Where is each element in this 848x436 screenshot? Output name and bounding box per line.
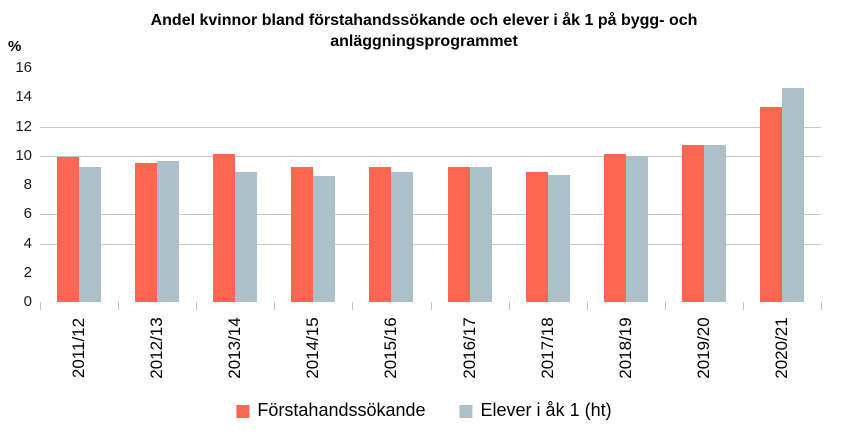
chart-title: Andel kvinnor bland förstahandssökande o… bbox=[150, 12, 698, 50]
legend-label: Förstahandssökande bbox=[257, 400, 426, 420]
x-axis-label: 2012/13 bbox=[147, 317, 167, 379]
x-axis-tick bbox=[742, 302, 744, 310]
gridline bbox=[40, 126, 821, 128]
x-axis-label: 2019/20 bbox=[693, 317, 713, 379]
bar-forstahandssokande bbox=[213, 154, 236, 302]
legend: Förstahandssökande Elever i åk 1 (ht) bbox=[236, 399, 612, 421]
legend-label: Elever i åk 1 (ht) bbox=[480, 400, 612, 420]
bar-elever-ak1 bbox=[157, 161, 180, 302]
x-axis-label: 2017/18 bbox=[537, 317, 557, 379]
y-axis-tick-label: 8 bbox=[23, 176, 32, 194]
bar-elever-ak1 bbox=[313, 176, 336, 302]
x-axis-label: 2015/16 bbox=[381, 317, 401, 379]
bar-forstahandssokande bbox=[603, 154, 626, 302]
x-axis-label: 2011/12 bbox=[69, 317, 89, 379]
bar-forstahandssokande bbox=[525, 171, 548, 302]
bar-forstahandssokande bbox=[759, 107, 782, 302]
plot-area bbox=[40, 68, 821, 302]
legend-swatch-forstahandssokande bbox=[236, 404, 250, 418]
bar-elever-ak1 bbox=[469, 167, 492, 302]
legend-swatch-elever bbox=[459, 404, 473, 418]
legend-item: Förstahandssökande bbox=[236, 399, 426, 421]
x-axis-tick bbox=[430, 302, 432, 310]
gridline bbox=[40, 155, 821, 157]
x-axis-tick bbox=[118, 302, 120, 310]
y-axis-tick-label: 14 bbox=[15, 88, 32, 106]
bar-forstahandssokande bbox=[135, 162, 158, 302]
bar-elever-ak1 bbox=[235, 171, 258, 302]
x-axis-label: 2014/15 bbox=[303, 317, 323, 379]
x-axis-label: 2020/21 bbox=[771, 317, 791, 379]
x-axis-tick bbox=[821, 302, 822, 310]
x-axis-tick bbox=[196, 302, 198, 310]
bar-elever-ak1 bbox=[625, 155, 648, 302]
y-axis-tick-label: 2 bbox=[23, 263, 32, 281]
x-axis-tick bbox=[352, 302, 354, 310]
x-axis-tick bbox=[586, 302, 588, 310]
legend-item: Elever i åk 1 (ht) bbox=[459, 399, 612, 421]
y-axis-unit-label: % bbox=[8, 38, 22, 55]
y-axis-tick-label: 12 bbox=[15, 117, 32, 135]
bar-forstahandssokande bbox=[681, 145, 704, 302]
x-axis-tick bbox=[274, 302, 276, 310]
x-axis-tick bbox=[40, 302, 41, 310]
bar-elever-ak1 bbox=[781, 88, 804, 302]
bar-forstahandssokande bbox=[447, 167, 470, 302]
x-axis-tick bbox=[664, 302, 666, 310]
bar-forstahandssokande bbox=[291, 167, 314, 302]
x-axis-tick bbox=[508, 302, 510, 310]
bar-elever-ak1 bbox=[391, 171, 414, 302]
gridline bbox=[40, 214, 821, 216]
bar-elever-ak1 bbox=[547, 174, 570, 302]
x-axis-label: 2018/19 bbox=[615, 317, 635, 379]
y-axis-tick-label: 10 bbox=[15, 146, 32, 164]
bar-elever-ak1 bbox=[703, 145, 726, 302]
gridline bbox=[40, 243, 821, 245]
x-axis-label: 2013/14 bbox=[225, 317, 245, 379]
bar-forstahandssokande bbox=[57, 157, 80, 302]
y-axis-tick-label: 16 bbox=[15, 59, 32, 76]
y-axis-tick-label: 0 bbox=[23, 293, 32, 311]
x-axis-label: 2016/17 bbox=[459, 317, 479, 379]
y-axis-tick-label: 4 bbox=[23, 234, 32, 252]
bar-forstahandssokande bbox=[369, 167, 392, 302]
y-axis-tick-label: 6 bbox=[23, 205, 32, 223]
bar-elever-ak1 bbox=[79, 167, 102, 302]
